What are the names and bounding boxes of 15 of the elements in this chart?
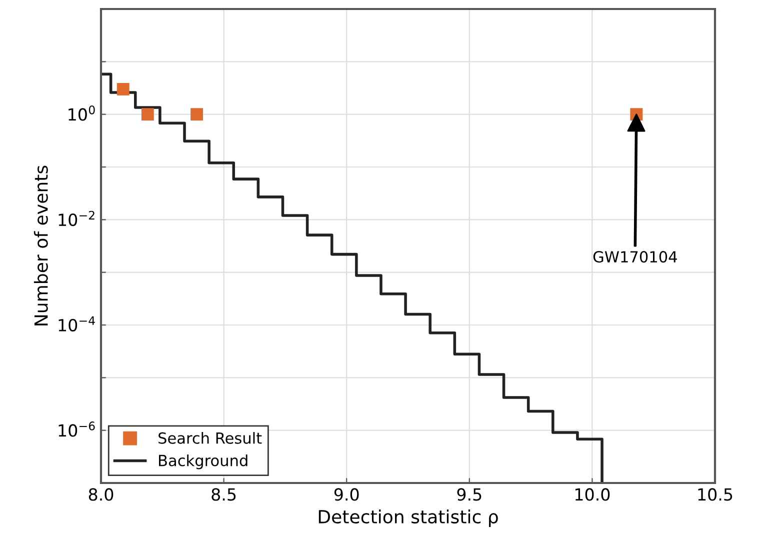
x-tick-label: 9.0 — [334, 488, 359, 501]
y-tick-label: 10$^{0}$ — [68, 106, 95, 121]
y-tick-label: 10$^{−2}$ — [58, 210, 94, 226]
annotation: GW170104 — [593, 251, 677, 263]
y-tick-label: 10$^{−4}$ — [58, 316, 95, 332]
legend-label: Search Result — [158, 432, 262, 444]
x-axis-title: Detection statistic ρ — [318, 510, 498, 528]
y-tick-label: 10$^{−6}$ — [58, 422, 95, 437]
x-tick-label: 9.5 — [457, 488, 482, 501]
x-tick-label: 8.0 — [88, 488, 114, 501]
x-tick-label: 10.5 — [698, 488, 732, 501]
x-tick-label: 8.5 — [212, 488, 236, 501]
legend-label: Background — [159, 454, 248, 470]
y-axis-title: Number of events — [34, 166, 48, 326]
x-tick-label: 10.0 — [575, 488, 610, 501]
